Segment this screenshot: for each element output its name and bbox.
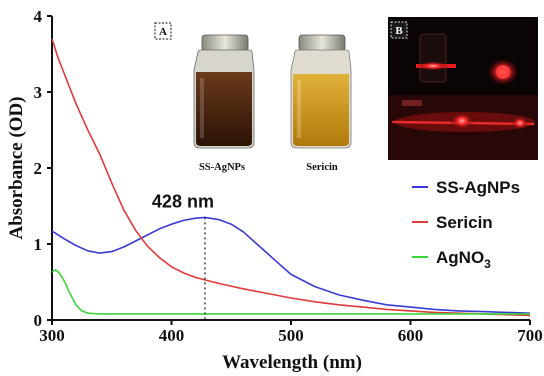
legend-label-1: Sericin	[436, 213, 493, 232]
x-axis-title: Wavelength (nm)	[222, 352, 362, 373]
legend-label-text: Sericin	[436, 213, 493, 232]
y-tick-label: 1	[34, 235, 43, 254]
series-lines	[51, 38, 531, 317]
inset-tyndall-photo: B	[388, 17, 538, 160]
series-line-0	[51, 216, 531, 314]
axis-ticks: 300 400 500 600 700 0 1 2 3 4	[34, 7, 543, 345]
x-tick-label: 400	[159, 326, 185, 345]
vial-caption-ss-agnps: SS-AgNPs	[199, 162, 245, 173]
legend-label-text: AgNO	[436, 248, 484, 267]
legend-label-text: SS-AgNPs	[436, 178, 520, 197]
y-tick-label: 2	[34, 159, 43, 178]
series-line-1	[51, 38, 531, 317]
y-tick-label: 0	[34, 311, 43, 330]
x-tick-label: 600	[398, 326, 424, 345]
x-tick-label: 700	[517, 326, 543, 345]
y-tick-label: 4	[34, 7, 43, 26]
series-line-2	[51, 268, 530, 315]
inset-b-tag: B	[395, 25, 403, 37]
chart-legend: SS-AgNPs Sericin AgNO3	[412, 178, 520, 271]
vial-sericin	[290, 34, 352, 149]
vial-caption-sericin: Sericin	[306, 162, 338, 173]
inset-a-tag: A	[159, 26, 167, 38]
legend-label-0: SS-AgNPs	[436, 178, 520, 197]
peak-label: 428 nm	[152, 191, 214, 211]
legend-label-subscript: 3	[484, 257, 491, 271]
peak-annotation: 428 nm	[152, 191, 214, 320]
y-tick-label: 3	[34, 83, 43, 102]
y-axis-title: Absorbance (OD)	[6, 96, 27, 239]
inset-vials-photo: A SS-AgNPs Sericin	[154, 22, 352, 173]
x-tick-label: 300	[39, 326, 65, 345]
legend-label-2: AgNO3	[436, 248, 491, 271]
inset-b-tag-box	[390, 21, 408, 39]
vial-ss-agnps	[193, 34, 255, 149]
inset-a-tag-box	[154, 22, 172, 40]
x-tick-label: 500	[278, 326, 304, 345]
